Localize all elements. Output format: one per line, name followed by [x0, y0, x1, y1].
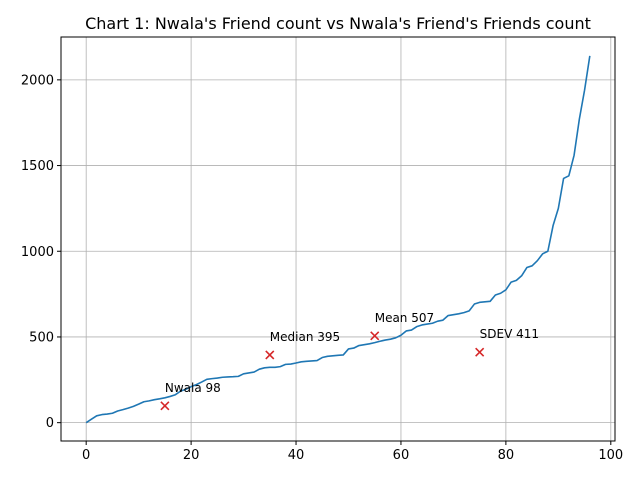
x-tick-label: 60 — [393, 448, 410, 463]
annotation-marker — [265, 350, 275, 360]
x-tick-label: 0 — [82, 448, 90, 463]
annotation-marker — [370, 331, 380, 341]
x-tick-label: 20 — [183, 448, 200, 463]
y-tick-label: 0 — [46, 416, 54, 431]
x-tick-label: 100 — [598, 448, 623, 463]
plot-area: Nwala 98 Median 395 Mean 507 SDEV 411 — [85, 55, 591, 424]
y-tick-label: 1000 — [21, 245, 54, 260]
series-line — [85, 55, 591, 424]
y-tick-label: 1500 — [21, 159, 54, 174]
annotation-marker — [475, 347, 485, 357]
axes-frame — [60, 36, 616, 442]
x-tick-label: 40 — [288, 448, 305, 463]
y-tick-label: 500 — [29, 330, 54, 345]
annotation-label: Nwala 98 — [165, 381, 221, 395]
annotation-marker — [160, 401, 170, 411]
chart-title: Chart 1: Nwala's Friend count vs Nwala's… — [85, 14, 591, 33]
annotation-label: Mean 507 — [375, 311, 434, 325]
annotation-label: Median 395 — [270, 330, 340, 344]
grid-lines — [61, 37, 615, 441]
y-tick-label: 2000 — [21, 73, 54, 88]
x-tick-label: 80 — [498, 448, 515, 463]
annotation-label: SDEV 411 — [480, 327, 539, 341]
